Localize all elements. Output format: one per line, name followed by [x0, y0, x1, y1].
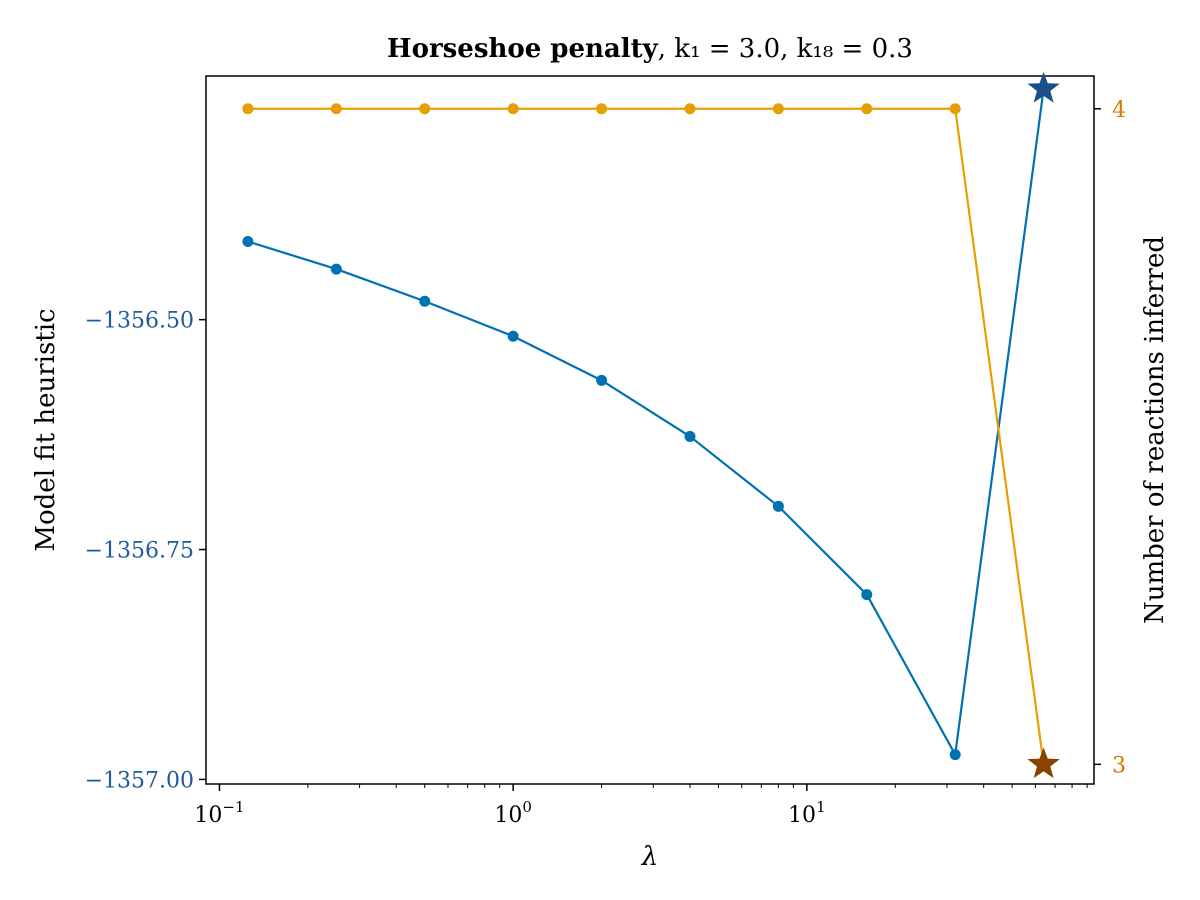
chart-title: Horseshoe penalty, k₁ = 3.0, k₁₈ = 0.3: [387, 34, 913, 64]
star-marker-left: [1027, 71, 1060, 103]
series-right-line: [247, 107, 1045, 765]
star-layer: [1027, 71, 1060, 779]
star-marker-right: [1027, 747, 1060, 779]
series-left-point: [419, 295, 431, 307]
chart-title-bold: Horseshoe penalty: [387, 34, 659, 64]
series-right-point: [772, 103, 784, 115]
right-axis-ticks: 34: [1094, 98, 1126, 778]
series-right-point: [861, 103, 873, 115]
x-tick-label-exponent: 1: [816, 798, 826, 816]
x-tick-label: 100: [494, 798, 532, 828]
right-tick-label: 4: [1112, 98, 1126, 123]
x-tick-label: 101: [788, 798, 826, 828]
x-tick-label: 10−1: [194, 798, 244, 828]
series-left-point: [242, 236, 254, 248]
series-left-point: [861, 589, 873, 601]
right-axis-label: Number of reactions inferred: [1140, 236, 1170, 624]
left-tick-label: −1356.50: [85, 309, 194, 334]
series-right-point: [949, 103, 961, 115]
x-tick-label-base: 10: [788, 803, 816, 828]
series-right-point: [242, 103, 254, 115]
x-tick-label-exponent: 0: [522, 798, 532, 816]
series-left-point: [330, 263, 342, 275]
series-left-point: [949, 749, 961, 761]
left-axis-ticks: −1356.50 −1356.75 −1357.00: [85, 309, 206, 793]
series-left-line: [247, 88, 1045, 756]
plot-frame: [205, 75, 1095, 785]
x-tick-label-base: 10: [194, 803, 222, 828]
series-right-point: [596, 103, 608, 115]
series-left-point: [596, 374, 608, 386]
series-right-point: [507, 103, 519, 115]
series-left-point: [507, 330, 519, 342]
x-tick-label-base: 10: [494, 803, 522, 828]
series-right-point: [330, 103, 342, 115]
series-right-point: [419, 103, 431, 115]
series-layer: [242, 88, 1045, 765]
x-axis-ticks: 10−1 100 101: [194, 784, 1088, 828]
right-tick-label: 3: [1112, 753, 1126, 778]
x-axis-label: λ: [641, 842, 658, 872]
series-left-point: [684, 430, 696, 442]
series-left-point: [772, 500, 784, 512]
left-tick-label: −1357.00: [85, 768, 194, 793]
series-right-point: [684, 103, 696, 115]
left-tick-label: −1356.75: [85, 539, 194, 564]
chart-title-rest: , k₁ = 3.0, k₁₈ = 0.3: [658, 34, 913, 64]
left-axis-label: Model fit heuristic: [31, 308, 61, 551]
x-tick-label-exponent: −1: [222, 798, 244, 816]
